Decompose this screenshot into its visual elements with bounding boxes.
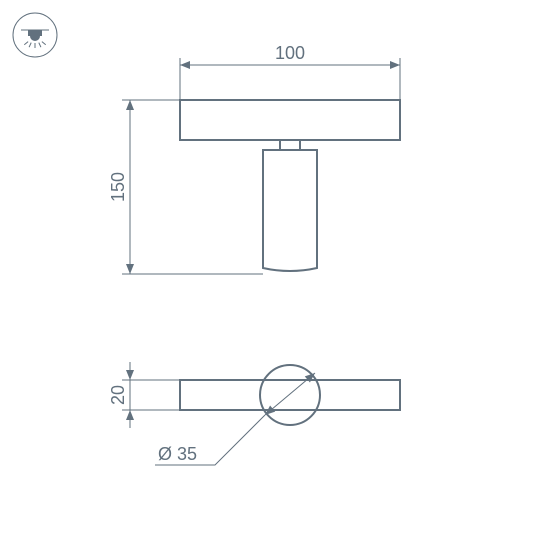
front-view: 100 150 [108, 43, 400, 274]
width-dimension: 100 [275, 43, 305, 63]
diameter-dimension: Ø 35 [158, 444, 197, 464]
technical-drawing: 100 150 Ø 35 20 [0, 0, 555, 555]
bottom-view: Ø 35 20 [108, 362, 400, 465]
height-dimension: 150 [108, 172, 128, 202]
thickness-dimension: 20 [108, 385, 128, 405]
ceiling-light-icon [13, 13, 57, 57]
